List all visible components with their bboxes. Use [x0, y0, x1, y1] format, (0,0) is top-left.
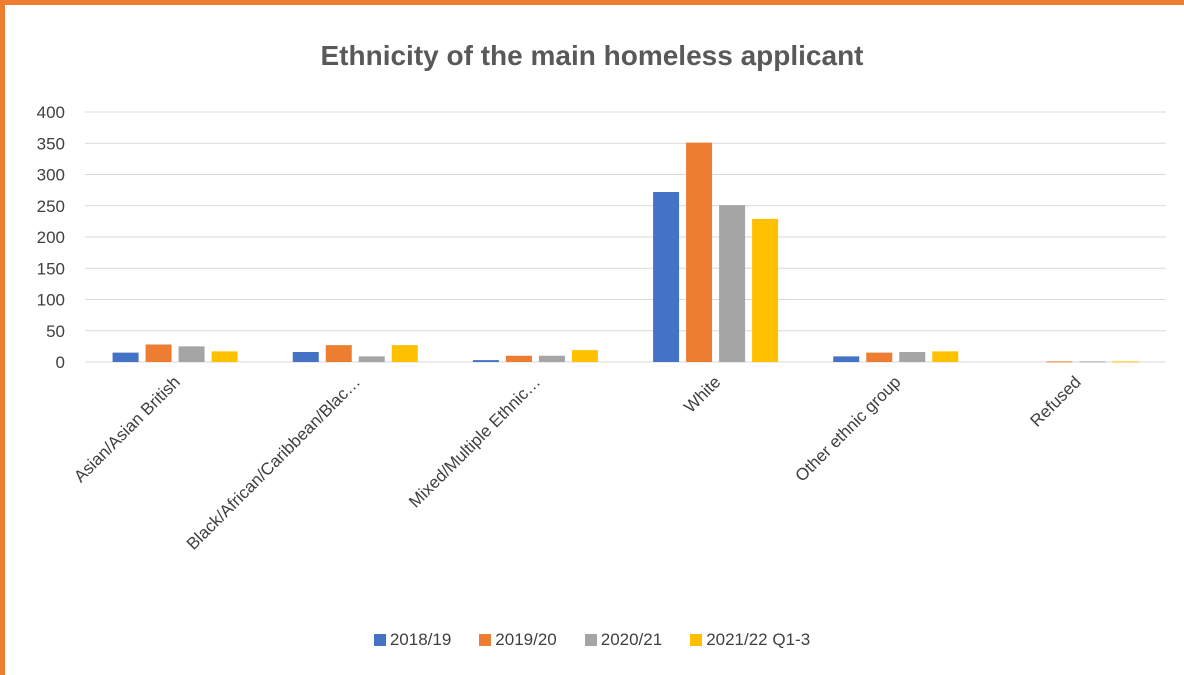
y-tick-label: 250 [37, 197, 65, 216]
y-tick-label: 300 [37, 166, 65, 185]
legend-swatch [690, 634, 703, 646]
bar-2021-22-q1-3-4 [932, 351, 959, 362]
bar-2021-22-q1-3-2 [571, 350, 598, 362]
y-tick-label: 350 [37, 134, 65, 153]
gridlines [85, 111, 1166, 363]
legend-swatch [479, 634, 492, 646]
bar-2021-22-q1-3-0 [211, 351, 238, 362]
legend-label: 2018/19 [389, 630, 452, 649]
bar-2021-22-q1-3-5 [1112, 361, 1139, 363]
bar-2019-20-4 [866, 352, 893, 362]
x-category-label: Mixed/Multiple Ethnic… [405, 372, 544, 511]
x-category-label: Other ethnic group [792, 372, 905, 485]
bar-2020-21-4 [899, 352, 926, 362]
bar-2021-22-q1-3-3 [752, 218, 779, 362]
y-tick-label: 50 [46, 322, 65, 341]
bar-2020-21-5 [1079, 361, 1106, 363]
bar-2020-21-0 [178, 346, 205, 362]
y-tick-label: 100 [37, 291, 65, 310]
bar-2018-19-2 [472, 360, 499, 362]
legend-item: 2018/19 [373, 630, 452, 650]
bar-2019-20-5 [1046, 361, 1073, 363]
chart-title: Ethnicity of the main homeless applicant [320, 40, 864, 71]
bar-2018-19-3 [653, 192, 680, 362]
legend-label: 2019/20 [495, 630, 557, 649]
bar-2018-19-0 [112, 352, 139, 362]
legend-label: 2021/22 Q1-3 [706, 630, 811, 649]
y-tick-label: 0 [56, 353, 65, 372]
bar-2021-22-q1-3-1 [391, 345, 418, 362]
bars [112, 142, 1139, 363]
legend-label: 2020/21 [600, 630, 663, 649]
x-category-label: Black/African/Caribbean/Blac… [183, 372, 364, 553]
x-category-label: Refused [1027, 372, 1085, 430]
bar-2018-19-4 [833, 356, 860, 362]
legend-item: 2019/20 [479, 630, 557, 650]
legend-swatch [373, 634, 386, 646]
y-axis-ticks: 0 50 100 150 200 250 300 350 400 [37, 103, 65, 372]
x-category-label: Asian/Asian British [70, 372, 184, 486]
legend-item: 2021/22 Q1-3 [690, 630, 810, 650]
y-tick-label: 150 [37, 259, 65, 278]
bar-2020-21-2 [538, 355, 565, 362]
bar-2018-19-1 [292, 352, 319, 362]
y-tick-label: 200 [37, 228, 65, 247]
legend-item: 2020/21 [584, 630, 663, 650]
legend: 2018/19 2019/20 2020/21 2021/22 Q1-3 [0, 630, 1184, 650]
legend-swatch [584, 634, 597, 646]
bar-2020-21-1 [358, 356, 385, 362]
bar-2019-20-0 [145, 344, 172, 362]
x-category-label: White [680, 372, 724, 416]
bar-2019-20-2 [505, 355, 532, 362]
x-axis-categories: Asian/Asian British Black/African/Caribbe… [70, 372, 1084, 553]
bar-2019-20-3 [686, 142, 713, 362]
y-tick-label: 400 [37, 103, 65, 122]
bar-2020-21-3 [719, 205, 746, 362]
bar-2019-20-1 [325, 345, 352, 362]
